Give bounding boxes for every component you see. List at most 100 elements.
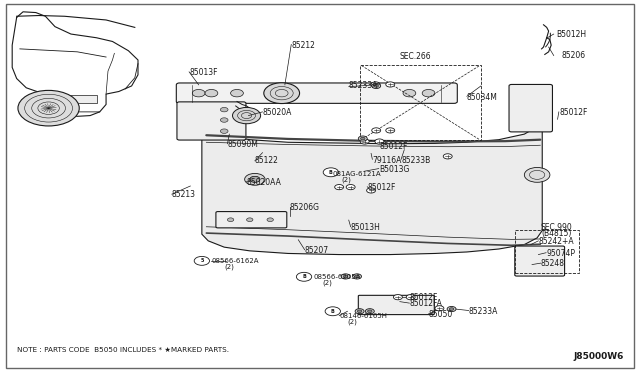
FancyBboxPatch shape xyxy=(54,95,97,103)
Circle shape xyxy=(325,307,340,316)
Text: SEC.990: SEC.990 xyxy=(541,223,573,232)
Circle shape xyxy=(355,275,359,278)
Circle shape xyxy=(343,275,348,278)
Text: (2): (2) xyxy=(341,176,351,183)
Circle shape xyxy=(323,168,339,177)
Polygon shape xyxy=(202,116,542,254)
Text: 85207: 85207 xyxy=(305,246,329,255)
Text: 08146-6165H: 08146-6165H xyxy=(339,314,387,320)
Circle shape xyxy=(386,128,395,133)
FancyBboxPatch shape xyxy=(177,102,246,140)
Text: B: B xyxy=(302,274,306,279)
FancyBboxPatch shape xyxy=(216,212,287,228)
Circle shape xyxy=(341,274,350,279)
Text: 85013F: 85013F xyxy=(189,68,218,77)
Text: 85012F: 85012F xyxy=(559,108,588,117)
Text: 85233A: 85233A xyxy=(468,307,498,316)
Circle shape xyxy=(220,129,228,134)
Circle shape xyxy=(244,173,265,185)
Text: 5: 5 xyxy=(200,259,204,263)
Text: 85050: 85050 xyxy=(429,310,453,319)
Text: 081AG-6121A: 081AG-6121A xyxy=(332,171,381,177)
Text: (2): (2) xyxy=(224,263,234,270)
Text: 08566-6162A: 08566-6162A xyxy=(211,258,259,264)
Text: 85233A: 85233A xyxy=(349,81,378,90)
Circle shape xyxy=(192,89,205,97)
Circle shape xyxy=(365,309,374,314)
Text: (2): (2) xyxy=(322,279,332,286)
Circle shape xyxy=(449,308,454,310)
Circle shape xyxy=(372,128,381,133)
Circle shape xyxy=(227,218,234,222)
Text: 85012F: 85012F xyxy=(367,183,396,192)
Circle shape xyxy=(205,89,218,97)
Text: 79116A: 79116A xyxy=(372,155,402,164)
Circle shape xyxy=(264,83,300,103)
Circle shape xyxy=(371,82,380,87)
Text: 08566-6205A: 08566-6205A xyxy=(314,274,361,280)
Circle shape xyxy=(355,309,364,314)
Circle shape xyxy=(524,167,550,182)
Circle shape xyxy=(360,139,369,144)
Text: 85242+A: 85242+A xyxy=(538,237,574,247)
Circle shape xyxy=(18,90,79,126)
Text: SEC.266: SEC.266 xyxy=(400,52,431,61)
Text: (B4815): (B4815) xyxy=(541,228,572,238)
Text: 85248: 85248 xyxy=(541,259,565,268)
Text: 85206: 85206 xyxy=(561,51,586,60)
Text: 85090M: 85090M xyxy=(227,140,259,149)
Text: B: B xyxy=(329,170,333,175)
Circle shape xyxy=(232,108,260,124)
Circle shape xyxy=(267,218,273,222)
Circle shape xyxy=(220,108,228,112)
Circle shape xyxy=(335,185,344,190)
Text: J85000W6: J85000W6 xyxy=(573,352,623,361)
Circle shape xyxy=(360,137,365,140)
Circle shape xyxy=(357,310,362,312)
Circle shape xyxy=(422,89,435,97)
Text: 85034M: 85034M xyxy=(467,93,498,102)
FancyBboxPatch shape xyxy=(509,84,552,132)
Text: 85206G: 85206G xyxy=(290,203,320,212)
Text: 85122: 85122 xyxy=(255,156,279,165)
Circle shape xyxy=(367,310,372,312)
Circle shape xyxy=(246,218,253,222)
Text: B5013G: B5013G xyxy=(379,165,409,174)
Circle shape xyxy=(403,89,416,97)
Text: B5012H: B5012H xyxy=(556,29,586,39)
Text: B: B xyxy=(331,309,335,314)
Circle shape xyxy=(367,188,376,193)
FancyBboxPatch shape xyxy=(515,246,564,276)
Circle shape xyxy=(444,154,452,159)
Text: 85212: 85212 xyxy=(291,41,315,50)
Circle shape xyxy=(296,272,312,281)
Text: 85213: 85213 xyxy=(172,190,196,199)
Circle shape xyxy=(353,274,362,279)
Circle shape xyxy=(394,295,403,300)
Text: NOTE : PARTS CODE  B5050 INCLUDES * ★MARKED PARTS.: NOTE : PARTS CODE B5050 INCLUDES * ★MARK… xyxy=(17,347,228,353)
Circle shape xyxy=(375,139,384,144)
Text: 85012F: 85012F xyxy=(380,142,408,151)
Circle shape xyxy=(194,256,209,265)
Circle shape xyxy=(346,185,355,190)
Text: (2): (2) xyxy=(348,319,357,325)
Text: 85013H: 85013H xyxy=(351,223,381,232)
Text: 85233B: 85233B xyxy=(401,155,430,164)
Text: 85020A: 85020A xyxy=(262,108,292,117)
Text: 85012F: 85012F xyxy=(410,293,438,302)
Circle shape xyxy=(386,82,395,87)
FancyBboxPatch shape xyxy=(176,83,458,103)
Text: 85012FA: 85012FA xyxy=(410,299,442,308)
Circle shape xyxy=(358,136,367,141)
Circle shape xyxy=(447,307,456,312)
Text: 95074P: 95074P xyxy=(546,249,575,258)
Circle shape xyxy=(372,83,381,89)
Circle shape xyxy=(374,85,378,87)
Circle shape xyxy=(435,306,444,311)
Circle shape xyxy=(250,176,260,182)
Circle shape xyxy=(220,118,228,122)
FancyBboxPatch shape xyxy=(358,295,435,315)
Circle shape xyxy=(230,89,243,97)
Text: 85020AA: 85020AA xyxy=(246,178,282,187)
Circle shape xyxy=(406,295,415,300)
